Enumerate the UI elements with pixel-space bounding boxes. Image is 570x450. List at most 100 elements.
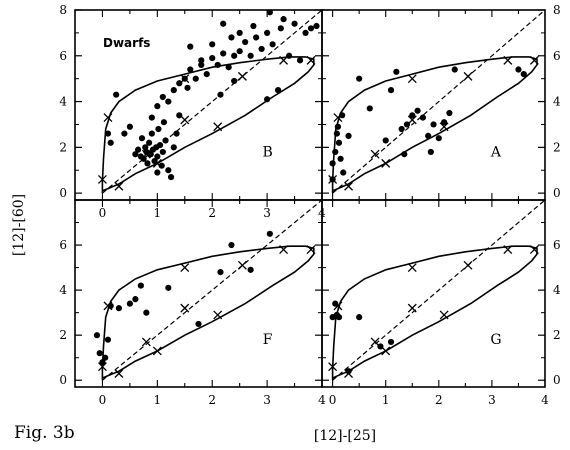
data-point xyxy=(214,61,221,69)
x-tick-label: 2 xyxy=(208,393,216,407)
data-point xyxy=(135,146,142,153)
model-marker xyxy=(114,181,124,191)
data-point xyxy=(228,241,235,249)
data-point xyxy=(291,20,298,27)
y-tick-label: 0 xyxy=(59,186,67,200)
panel-letter: F xyxy=(263,332,273,348)
model-marker xyxy=(141,337,151,347)
data-point xyxy=(151,157,158,165)
data-point xyxy=(170,144,177,151)
data-point xyxy=(242,38,249,46)
data-point xyxy=(333,130,340,137)
data-point xyxy=(332,300,339,307)
data-point xyxy=(377,343,384,350)
data-point xyxy=(160,119,168,126)
data-point xyxy=(159,148,166,156)
cross-stroke xyxy=(407,303,417,313)
data-point xyxy=(409,112,416,119)
model-marker xyxy=(237,71,247,81)
data-point xyxy=(236,29,243,36)
data-point xyxy=(451,66,458,73)
data-point xyxy=(167,174,175,181)
model-marker xyxy=(103,113,113,123)
data-point xyxy=(187,66,194,73)
model-marker xyxy=(180,263,190,273)
data-point xyxy=(253,34,260,41)
cross-stroke xyxy=(529,245,539,255)
data-point xyxy=(146,139,153,146)
data-point xyxy=(96,350,103,357)
dwarfs-annotation: Dwarfs xyxy=(103,36,150,50)
data-point xyxy=(446,109,453,117)
data-point xyxy=(187,43,194,50)
data-point xyxy=(515,66,522,73)
data-point xyxy=(403,121,411,128)
model-marker xyxy=(439,122,449,132)
data-point xyxy=(148,130,155,137)
data-point xyxy=(345,368,352,375)
model-loop-curve xyxy=(331,56,538,194)
cross-stroke xyxy=(381,346,391,356)
data-point xyxy=(302,29,309,36)
data-point xyxy=(192,75,199,82)
cross-stroke xyxy=(97,174,107,184)
data-point xyxy=(113,91,120,98)
model-marker xyxy=(306,245,316,255)
cross-stroke xyxy=(370,337,380,347)
data-point xyxy=(329,176,336,183)
data-point xyxy=(264,96,271,103)
data-point xyxy=(274,87,282,94)
model-marker xyxy=(370,337,380,347)
data-point xyxy=(148,114,155,121)
model-dashed-line xyxy=(332,200,545,381)
model-dashed-line xyxy=(332,10,545,194)
data-point xyxy=(102,354,109,361)
model-marker xyxy=(114,369,124,378)
model-loop-curve xyxy=(101,245,315,381)
y-tick-label: 0 xyxy=(553,373,561,387)
data-point xyxy=(195,320,202,328)
x-tick-label: 1 xyxy=(154,206,162,220)
y-tick-label: 8 xyxy=(553,3,561,17)
cross-stroke xyxy=(213,310,223,320)
cross-stroke xyxy=(114,181,124,191)
model-loop-curve xyxy=(101,56,315,194)
model-marker xyxy=(407,263,417,273)
y-tick-label: 2 xyxy=(553,140,561,154)
panel-frame xyxy=(321,199,546,388)
cross-stroke xyxy=(152,346,162,356)
data-point xyxy=(176,80,183,87)
panel-plot-area xyxy=(322,200,545,381)
panel-letter: G xyxy=(490,332,501,348)
data-point xyxy=(329,160,336,167)
cross-stroke xyxy=(407,74,417,84)
data-point xyxy=(143,309,150,316)
data-point xyxy=(217,91,224,98)
cross-stroke xyxy=(237,260,247,270)
data-point xyxy=(269,41,276,48)
y-tick-label: 4 xyxy=(553,283,561,297)
cross-stroke xyxy=(279,245,289,255)
cross-stroke xyxy=(152,158,162,168)
model-marker xyxy=(407,303,417,313)
cross-stroke xyxy=(213,122,223,132)
data-point xyxy=(209,41,216,48)
panel-frame xyxy=(74,199,323,388)
model-marker xyxy=(463,71,473,81)
cross-stroke xyxy=(407,263,417,273)
data-point xyxy=(126,123,133,130)
data-point xyxy=(165,284,172,291)
model-marker xyxy=(407,115,417,125)
cross-stroke xyxy=(237,71,247,81)
data-point xyxy=(277,25,284,32)
data-point xyxy=(231,52,238,59)
data-point xyxy=(231,77,238,85)
data-point xyxy=(154,103,161,110)
data-point xyxy=(173,130,180,137)
data-point xyxy=(280,16,287,23)
cross-stroke xyxy=(370,149,380,159)
data-point xyxy=(334,123,342,130)
cross-stroke xyxy=(103,113,113,123)
data-point xyxy=(387,87,395,94)
